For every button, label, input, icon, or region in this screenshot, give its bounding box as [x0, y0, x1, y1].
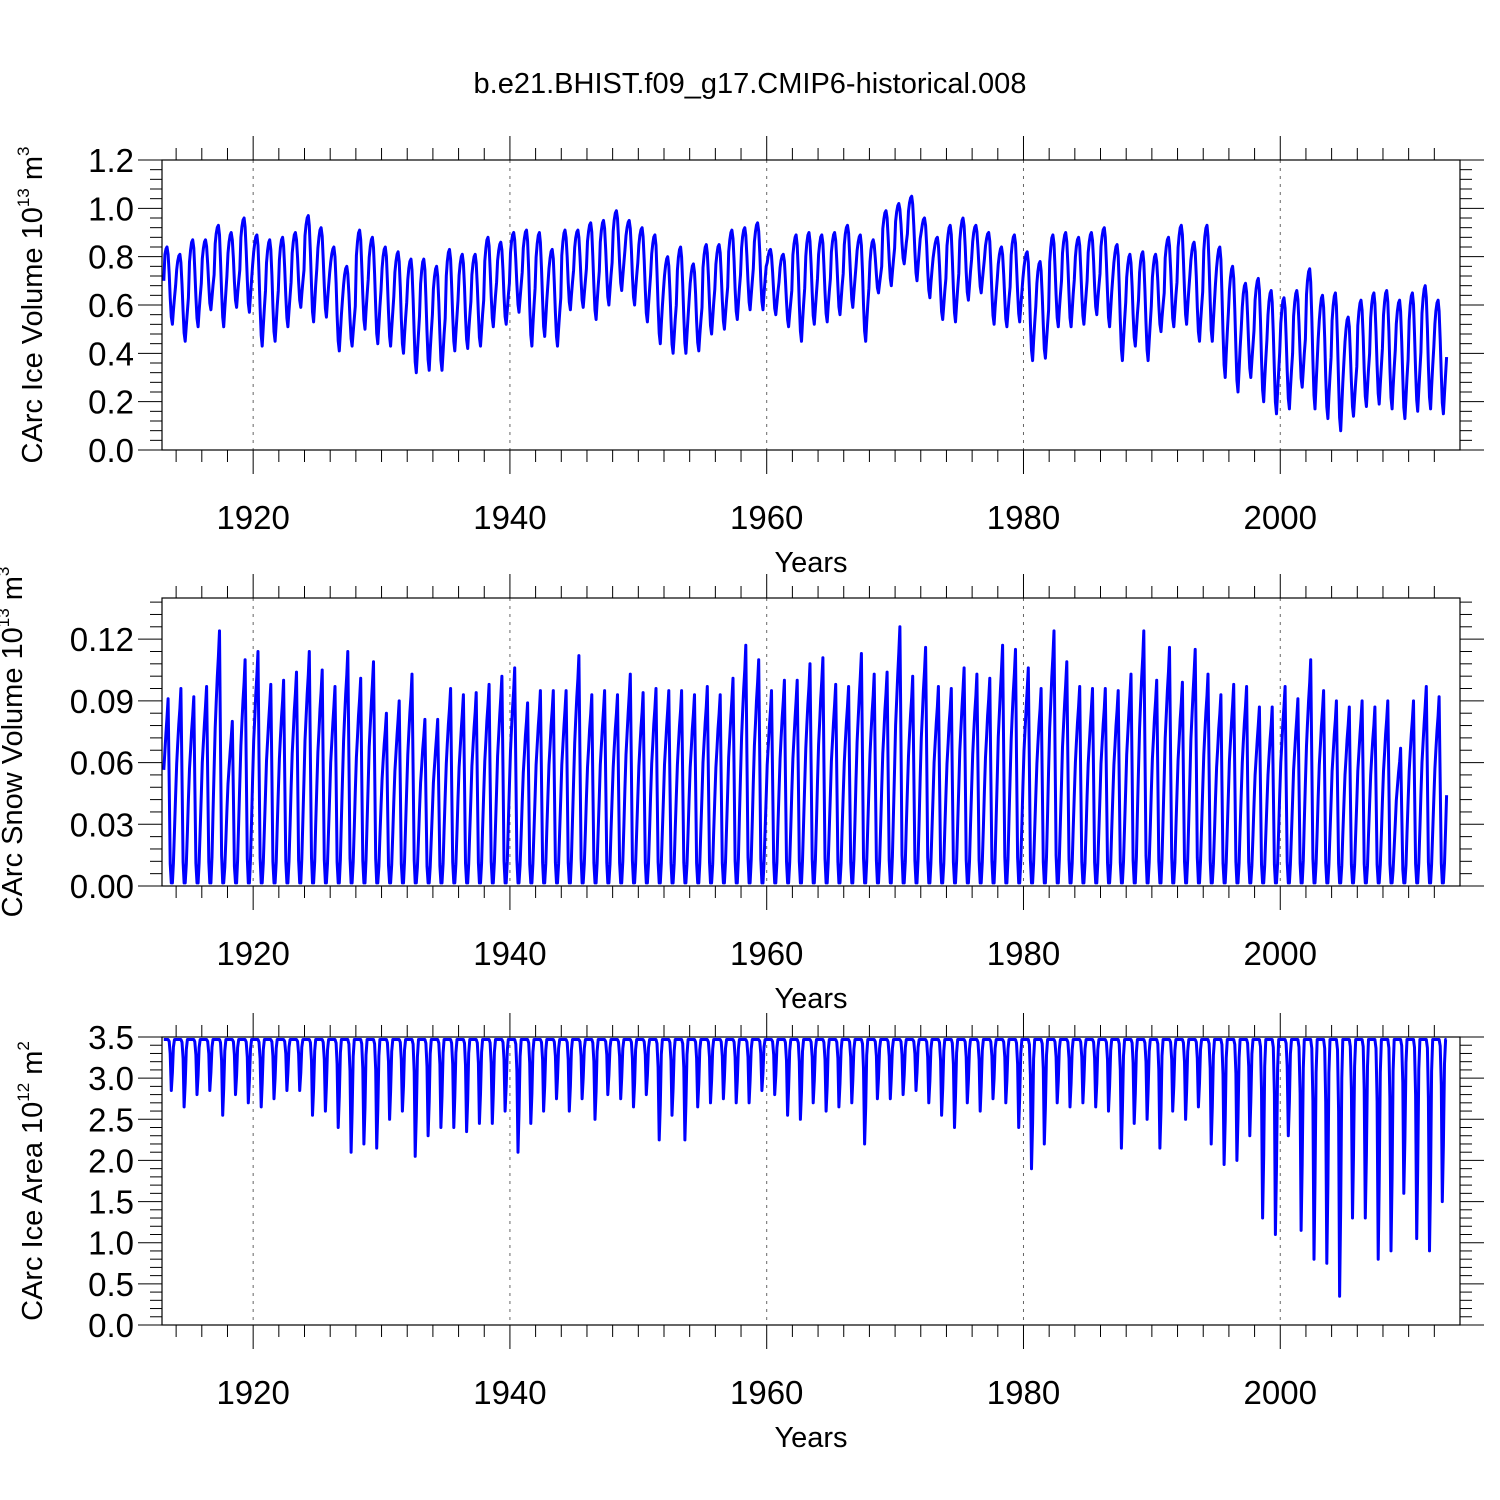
chart-title: b.e21.BHIST.f09_g17.CMIP6-historical.008	[473, 68, 1027, 100]
plot-frame	[161, 597, 1461, 887]
y-axis-title-part: m	[17, 1051, 49, 1083]
y-tick-label: 1.5	[88, 1184, 134, 1221]
y-axis-title: CArc Ice Area 1012 m2	[14, 1041, 49, 1321]
y-tick-label: 0.4	[88, 335, 134, 372]
y-tick-label: 1.0	[88, 190, 134, 227]
y-axis-title-part: m	[0, 576, 29, 608]
series-line-snow-volume	[162, 625, 1449, 885]
y-tick-label: 0.03	[70, 806, 134, 843]
y-axis-title-part: CArc Ice Area 10	[17, 1102, 49, 1321]
x-tick-label: 1960	[730, 935, 803, 972]
x-tick-label: 1980	[987, 1374, 1060, 1411]
x-tick-label: 2000	[1244, 935, 1317, 972]
x-axis-title: Years	[774, 547, 847, 579]
panel-ice-area: 0.0 0.5 1.0 1.5 2.0 2.5 3.0 3.5 1920 1940 1960 1980…	[14, 1013, 1484, 1454]
x-tick-label: 1920	[216, 499, 289, 536]
y-axis-title-exponent: 2	[14, 1041, 33, 1050]
y-axis-title-part: CArc Ice Volume 10	[17, 207, 49, 463]
y-axis-title-part: CArc Snow Volume 10	[0, 627, 29, 917]
y-tick-label: 0.0	[88, 1307, 134, 1344]
y-tick-label: 0.00	[70, 868, 134, 905]
x-axis-title: Years	[774, 1422, 847, 1454]
y-axis-title-exponent: 3	[14, 147, 33, 156]
y-axis-title-exponent: 13	[0, 608, 13, 627]
y-tick-label: 1.2	[88, 142, 134, 179]
x-tick-label: 1960	[730, 499, 803, 536]
y-tick-label: 0.06	[70, 745, 134, 782]
plot-frame	[161, 1036, 1461, 1326]
x-tick-label: 2000	[1244, 499, 1317, 536]
y-tick-label: 2.5	[88, 1101, 134, 1138]
y-axis-title: CArc Snow Volume 1013 m3	[0, 567, 29, 918]
y-tick-label: 1.0	[88, 1225, 134, 1262]
y-tick-label: 0.09	[70, 683, 134, 720]
y-tick-label: 0.6	[88, 287, 134, 324]
series-line-ice-volume	[162, 194, 1449, 433]
x-tick-label: 1960	[730, 1374, 803, 1411]
y-tick-label: 0.8	[88, 239, 134, 276]
series-line-ice-area	[163, 1038, 1448, 1298]
y-tick-label: 2.0	[88, 1142, 134, 1179]
y-axis-title-exponent: 13	[14, 188, 33, 207]
x-tick-label: 2000	[1244, 1374, 1317, 1411]
y-axis-title-part: m	[17, 156, 49, 188]
y-tick-label: 0.12	[70, 621, 134, 658]
y-tick-label: 0.5	[88, 1266, 134, 1303]
y-axis-title-exponent: 3	[0, 567, 13, 576]
x-tick-label: 1940	[473, 1374, 546, 1411]
y-tick-label: 0.0	[88, 432, 134, 469]
panel-ice-volume: 0.0 0.2 0.4 0.6 0.8 1.0 1.2 1920 1940 1960 1980 200…	[14, 136, 1484, 579]
y-axis-title-exponent: 12	[14, 1083, 33, 1102]
y-tick-label: 3.0	[88, 1060, 134, 1097]
x-tick-label: 1980	[987, 935, 1060, 972]
plot-frame	[161, 159, 1461, 451]
y-tick-label: 3.5	[88, 1019, 134, 1056]
x-tick-label: 1920	[216, 1374, 289, 1411]
y-tick-label: 0.2	[88, 384, 134, 421]
x-tick-label: 1940	[473, 935, 546, 972]
x-tick-label: 1920	[216, 935, 289, 972]
x-tick-label: 1980	[987, 499, 1060, 536]
panel-snow-volume: 0.00 0.03 0.06 0.09 0.12 1920 1940 1960 1980 2000…	[0, 567, 1484, 1015]
y-axis-title: CArc Ice Volume 1013 m3	[14, 147, 49, 464]
x-axis-title: Years	[774, 983, 847, 1015]
x-tick-label: 1940	[473, 499, 546, 536]
